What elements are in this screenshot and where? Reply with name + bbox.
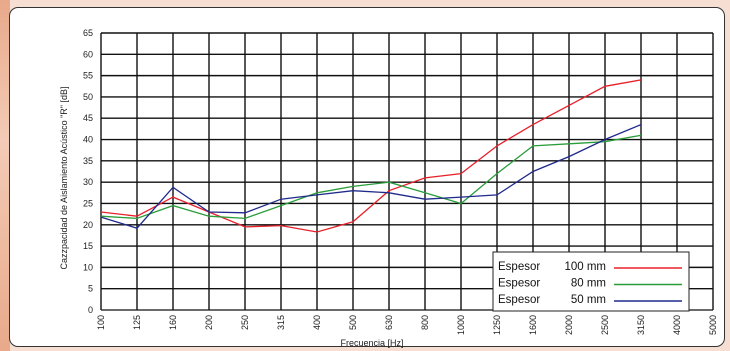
y-tick-label: 60 (83, 49, 93, 59)
y-tick-label: 10 (83, 262, 93, 272)
x-tick-labels: 100 125 160 200 250 315 400 500 630 800 1000 1250 16… (96, 315, 718, 335)
x-tick-label: 5000 (708, 315, 718, 335)
series-line (100, 79, 642, 233)
x-tick-label: 2000 (564, 315, 574, 335)
x-tick-label: 3150 (636, 315, 646, 335)
legend-label: Espesor (498, 278, 540, 290)
y-tick-label: 0 (88, 305, 93, 315)
x-tick-label: 200 (204, 315, 214, 330)
x-tick-label: 4000 (672, 315, 682, 335)
y-tick-labels: 0 5 10 15 20 25 30 35 40 45 50 55 60 65 (83, 28, 93, 315)
x-tick-label: 1000 (456, 315, 466, 335)
x-tick-label: 250 (240, 315, 250, 330)
y-tick-label: 20 (83, 220, 93, 230)
x-tick-label: 1600 (528, 315, 538, 335)
series-line (100, 134, 642, 220)
x-tick-label: 125 (132, 315, 142, 330)
x-tick-label: 100 (96, 315, 106, 330)
y-tick-label: 30 (83, 177, 93, 187)
legend-label: Espesor (498, 261, 540, 273)
legend: Espesor 100 mm Espesor 80 mm Espesor 50 mm (492, 251, 690, 312)
y-axis-label: Cazzpacidad de Aislamiento Acústico "R" … (59, 87, 69, 270)
y-tick-label: 55 (83, 71, 93, 81)
y-tick-label: 45 (83, 113, 93, 123)
y-tick-label: 15 (83, 241, 93, 251)
legend-label: Espesor (498, 294, 540, 306)
x-tick-label: 315 (276, 315, 286, 330)
series-line (100, 123, 642, 229)
left-decorative-stripe (0, 0, 10, 351)
x-tick-label: 1250 (492, 315, 502, 335)
y-tick-label: 65 (83, 28, 93, 38)
x-tick-label: 800 (420, 315, 430, 330)
x-tick-label: 2500 (600, 315, 610, 335)
x-tick-label: 400 (312, 315, 322, 330)
legend-series-name: 50 mm (571, 294, 606, 306)
y-tick-label: 50 (83, 92, 93, 102)
chart-grid (100, 32, 714, 311)
y-tick-label: 5 (88, 284, 93, 294)
x-axis-label: Frecuencia [Hz] (340, 338, 403, 348)
x-tick-label: 630 (384, 315, 394, 330)
y-tick-label: 25 (83, 198, 93, 208)
legend-series-name: 100 mm (564, 261, 606, 273)
y-tick-label: 40 (83, 135, 93, 145)
series-lines (100, 79, 642, 233)
x-tick-label: 160 (168, 315, 178, 330)
y-tick-label: 35 (83, 156, 93, 166)
x-tick-label: 500 (348, 315, 358, 330)
legend-series-name: 80 mm (571, 278, 606, 290)
